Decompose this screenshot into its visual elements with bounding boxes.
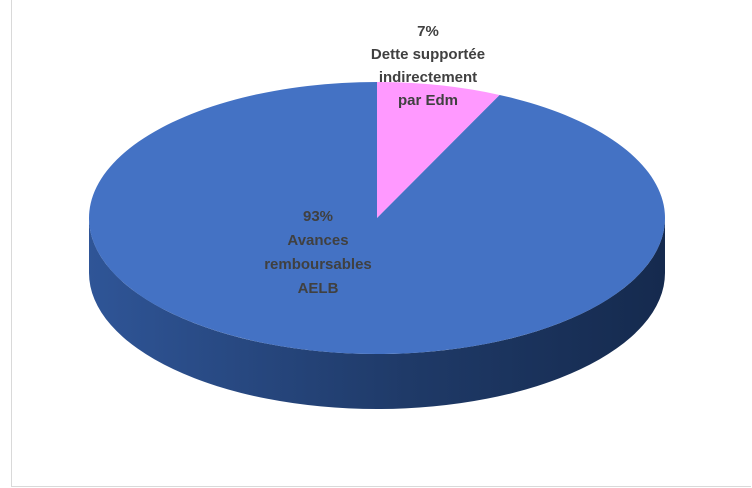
slice-percent-minor: 7% bbox=[417, 23, 439, 40]
pie-side-wall-face bbox=[89, 218, 665, 409]
slice-label-minor-line-2: indirectement bbox=[379, 69, 477, 86]
slice-label-main-line-3: AELB bbox=[298, 280, 339, 297]
slice-label-main-line-2: remboursables bbox=[264, 256, 372, 273]
slice-percent-main: 93% bbox=[303, 208, 333, 225]
slice-label-minor-line-1: Dette supportée bbox=[371, 46, 485, 63]
pie-side-wall bbox=[89, 218, 665, 409]
pie-slice-main bbox=[89, 82, 666, 354]
slice-label-main: 93% Avances remboursables AELB bbox=[264, 208, 372, 297]
chart-frame bbox=[11, 0, 751, 487]
pie-top-face bbox=[89, 82, 666, 354]
pie-slice-minor bbox=[377, 82, 500, 218]
slice-label-minor-line-3: par Edm bbox=[398, 92, 458, 109]
slice-label-main-line-1: Avances bbox=[287, 232, 348, 249]
slice-label-minor: 7% Dette supportée indirectement par Edm bbox=[371, 23, 485, 109]
